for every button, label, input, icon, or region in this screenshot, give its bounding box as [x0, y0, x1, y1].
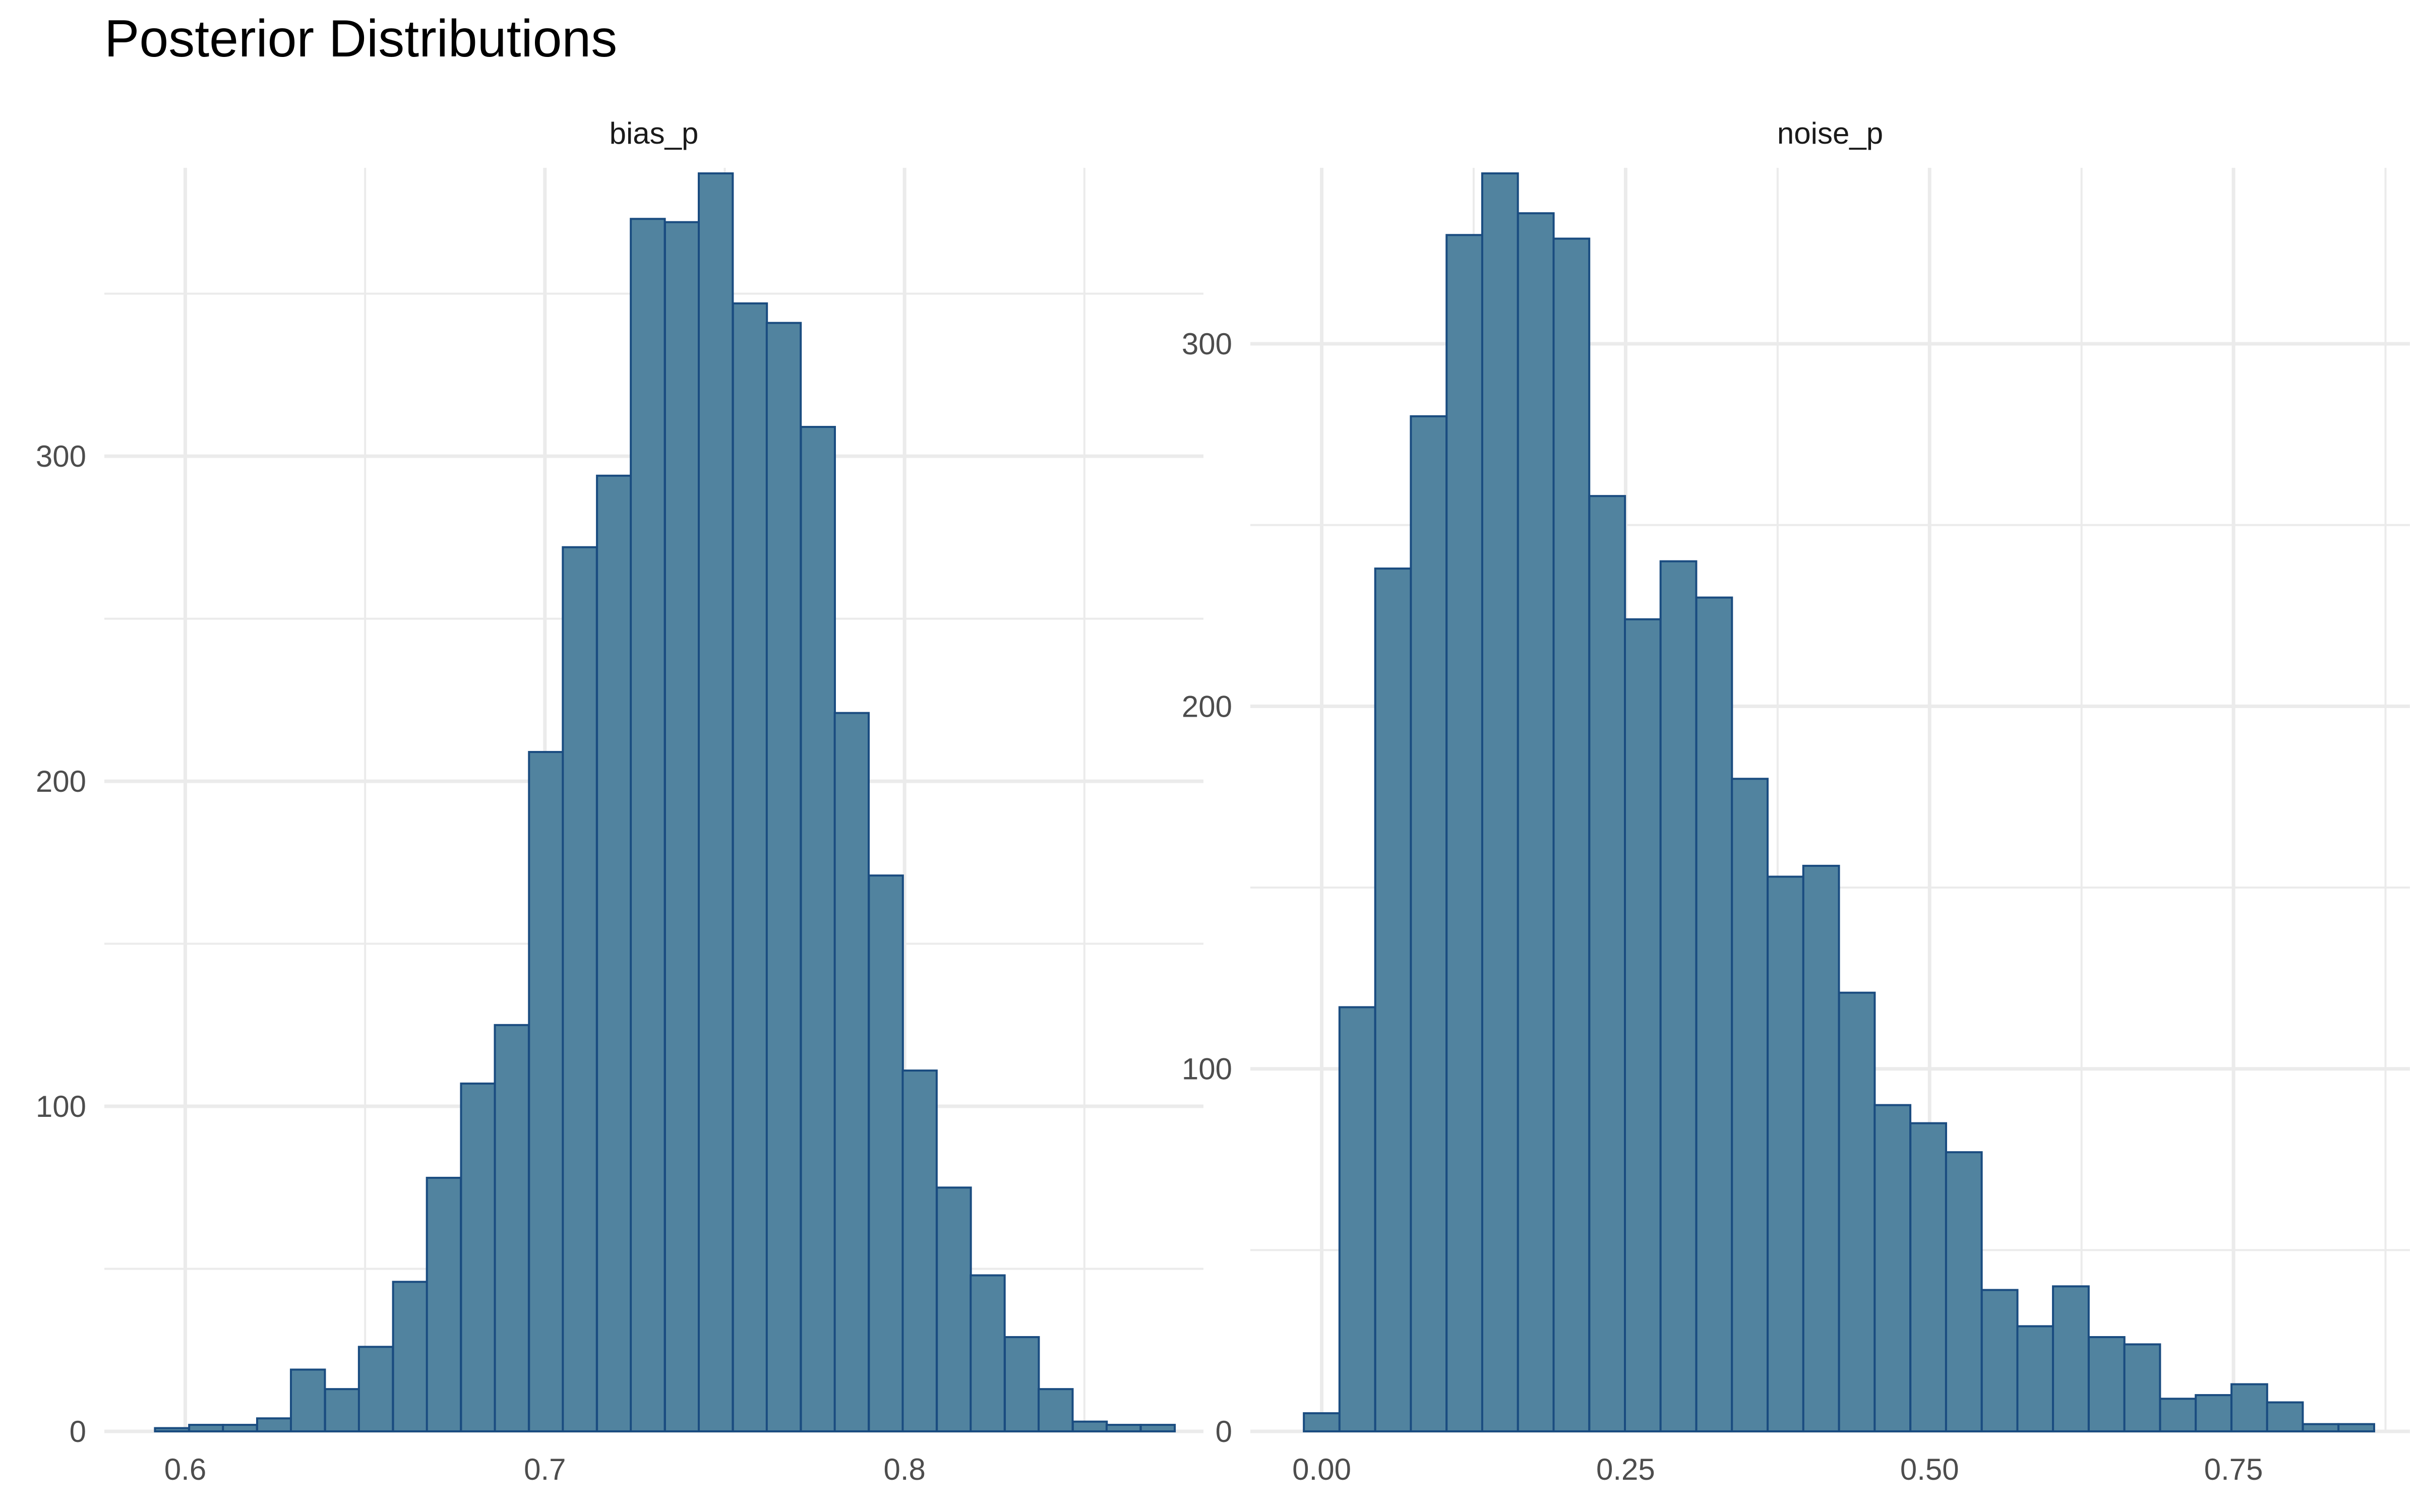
histogram-bar — [222, 1424, 258, 1433]
x-tick-label: 0.7 — [524, 1453, 566, 1486]
histogram-bar — [2337, 1423, 2376, 1432]
histogram-bar — [663, 221, 700, 1433]
histogram-bar — [2230, 1383, 2268, 1433]
histogram-bar — [630, 218, 666, 1432]
x-tick-label: 0.6 — [164, 1453, 206, 1486]
histogram-bar — [290, 1368, 326, 1432]
histogram-bar — [1374, 568, 1412, 1432]
x-tick-label: 0.50 — [1900, 1453, 1959, 1486]
histogram-bar — [324, 1388, 360, 1432]
histogram-bar — [800, 426, 836, 1432]
histogram-bar — [2302, 1423, 2340, 1432]
histogram-bar — [1139, 1424, 1176, 1433]
histogram-bar — [2159, 1398, 2197, 1432]
histogram-bar — [1338, 1006, 1376, 1432]
histogram-bar — [256, 1417, 292, 1433]
y-tick-label: 100 — [1182, 1052, 1232, 1086]
histogram-bar — [562, 546, 598, 1432]
y-tick-label: 300 — [36, 439, 86, 473]
panel-noise_p: 0.00 0.25 0.50 0.75 0 100 200 300 noise_p — [1182, 116, 2410, 1486]
histogram-bar — [1731, 778, 1769, 1432]
histogram-bar — [2266, 1401, 2304, 1432]
histogram-bar — [188, 1424, 224, 1433]
histogram-bar — [2087, 1336, 2126, 1432]
histogram-bar — [154, 1427, 190, 1432]
histogram-bar — [1552, 237, 1591, 1432]
histogram-bar — [970, 1274, 1006, 1433]
x-tick-label: 0.75 — [2204, 1453, 2263, 1486]
histogram-bar — [1105, 1424, 1142, 1433]
histogram-bar — [1767, 875, 1804, 1432]
histogram-bar — [392, 1281, 429, 1433]
histogram-bar — [1410, 415, 1448, 1432]
y-tick-label: 300 — [1182, 327, 1232, 361]
y-tick-label: 100 — [36, 1090, 86, 1123]
histogram-bar — [1802, 864, 1840, 1432]
histogram-bar — [1588, 495, 1626, 1432]
histogram-bar — [2016, 1325, 2054, 1433]
histogram-bar — [833, 712, 870, 1432]
chart-title: Posterior Distributions — [104, 10, 618, 68]
histogram-bar — [1980, 1289, 2019, 1432]
histogram-bar — [936, 1186, 972, 1432]
x-tick-label: 0.25 — [1596, 1453, 1655, 1486]
histogram-bar — [1873, 1104, 1912, 1433]
histogram-bar — [1945, 1151, 1983, 1432]
histogram-bar — [1481, 172, 1519, 1432]
y-tick-label: 0 — [70, 1415, 86, 1448]
histogram-bar — [1445, 234, 1484, 1432]
histogram-bar — [357, 1346, 394, 1432]
x-tick-label: 0.8 — [883, 1453, 925, 1486]
y-tick-label: 0 — [1216, 1415, 1232, 1448]
histogram-bar — [732, 302, 768, 1433]
histogram-bar — [2052, 1285, 2090, 1432]
histogram-bar — [697, 172, 734, 1432]
histogram-bar — [765, 322, 802, 1433]
histogram-bar — [596, 474, 632, 1432]
histogram-bar — [1659, 560, 1698, 1432]
x-tick-label: 0.00 — [1292, 1453, 1351, 1486]
panel-bias_p: 0.6 0.7 0.8 0 100 200 300 bias_p — [36, 116, 1203, 1486]
histogram-bar — [901, 1069, 938, 1432]
histogram-bar — [494, 1024, 530, 1432]
y-tick-label: 200 — [1182, 689, 1232, 723]
histogram-bar — [1517, 212, 1555, 1432]
histogram-bar — [1909, 1122, 1947, 1432]
histogram-bar — [868, 874, 904, 1432]
histogram-bar — [426, 1176, 462, 1432]
histogram-bar — [2195, 1394, 2232, 1432]
histogram-bar — [1624, 618, 1662, 1432]
y-tick-label: 200 — [36, 765, 86, 798]
histogram-bar — [1838, 991, 1876, 1432]
histogram-bar — [1004, 1336, 1040, 1432]
histogram-bar — [460, 1082, 496, 1432]
histogram-bar — [1695, 596, 1733, 1432]
histogram-bar — [528, 751, 564, 1432]
histogram-bar — [2123, 1343, 2161, 1432]
histogram-bar — [1071, 1420, 1108, 1432]
facet-strip-label: bias_p — [610, 116, 699, 150]
histogram-bar — [1038, 1388, 1074, 1432]
histogram-bar — [1303, 1412, 1341, 1433]
facet-strip-label: noise_p — [1777, 116, 1883, 150]
